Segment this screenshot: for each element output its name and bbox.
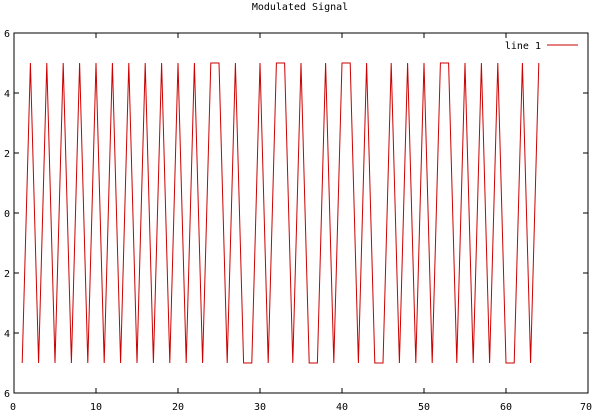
x-axis-ticks: 0 10 20 30 40 50 60 70 bbox=[10, 33, 592, 413]
chart-title: Modulated Signal bbox=[252, 2, 348, 13]
y-tick-label: 2 bbox=[4, 269, 10, 280]
y-tick-label: 4 bbox=[4, 329, 10, 340]
x-tick-label: 30 bbox=[254, 402, 266, 413]
x-tick-label: 60 bbox=[500, 402, 512, 413]
legend-label-line-1: line 1 bbox=[505, 41, 541, 52]
x-tick-label: 20 bbox=[172, 402, 184, 413]
legend: line 1 bbox=[505, 41, 578, 52]
y-tick-label: 0 bbox=[4, 209, 10, 220]
y-tick-label: 4 bbox=[4, 89, 10, 100]
x-tick-label: 10 bbox=[90, 402, 102, 413]
x-tick-label: 50 bbox=[418, 402, 430, 413]
series-line-1 bbox=[21, 62, 540, 364]
x-tick-label: 70 bbox=[580, 402, 592, 413]
x-tick-label: 40 bbox=[336, 402, 348, 413]
x-tick-label: 0 bbox=[10, 402, 16, 413]
y-tick-label: 6 bbox=[4, 389, 10, 400]
y-axis-ticks: 6 4 2 0 2 4 6 bbox=[4, 29, 588, 400]
y-tick-label: 2 bbox=[4, 149, 10, 160]
y-tick-label: 6 bbox=[4, 29, 10, 40]
